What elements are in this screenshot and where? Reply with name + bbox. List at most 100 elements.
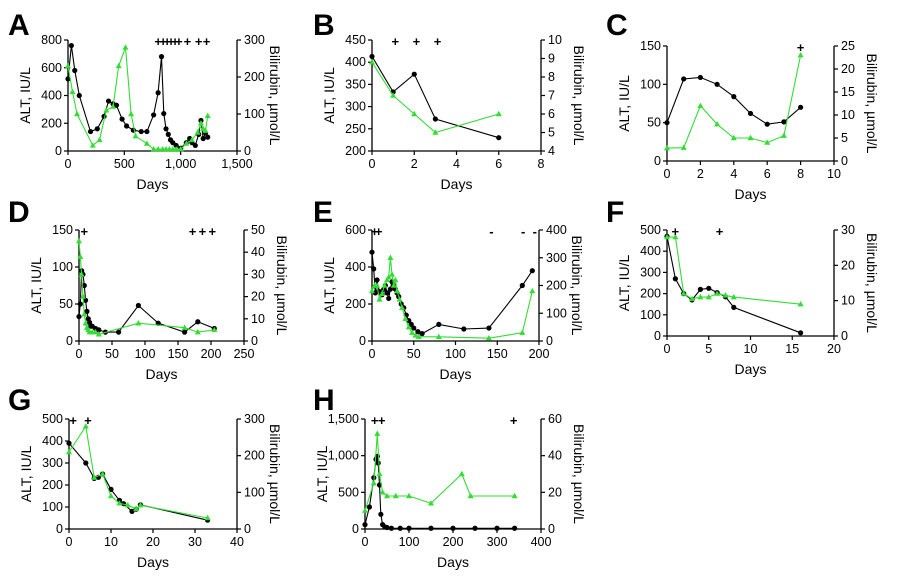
bilirubin-point	[485, 335, 492, 341]
y-tick-label: 200	[640, 287, 661, 301]
bilirubin-point	[369, 287, 375, 294]
y2-tick-label: 0	[244, 522, 251, 536]
bilirubin-point	[204, 514, 211, 521]
alt-point	[731, 94, 737, 100]
y-tick-label: 0	[352, 522, 359, 536]
bilirubin-point	[519, 329, 526, 335]
y2-tick-label: 25	[841, 39, 855, 53]
alt-point	[76, 92, 82, 99]
bilirubin-point	[389, 271, 396, 277]
bilirubin-point	[374, 430, 381, 436]
bilirubin-point	[747, 134, 754, 141]
alt-point	[94, 126, 100, 132]
alt-point	[388, 525, 394, 531]
y2-axis-label: Bilirubin, µmol/L	[571, 46, 587, 146]
y-axis-label: ALT, IU/L	[314, 446, 330, 503]
y2-tick-label: 20	[841, 62, 855, 76]
alt-point	[72, 67, 78, 74]
alt-point	[386, 295, 392, 302]
y2-tick-label: 30	[251, 267, 265, 281]
alt-point	[798, 330, 804, 336]
alt-point	[123, 123, 130, 129]
x-tick-label: 200	[201, 347, 222, 361]
bilirubin-point	[714, 290, 721, 296]
sign-marker: +	[209, 224, 217, 239]
bilirubin-point	[394, 287, 401, 294]
sign-marker: +	[391, 34, 399, 49]
sign-marker: +	[175, 34, 183, 49]
x-tick-label: 50	[407, 347, 421, 361]
x-tick-label: 20	[146, 535, 160, 549]
y-tick-label: 400	[42, 434, 63, 448]
alt-point	[158, 54, 165, 60]
bilirubin-point	[467, 492, 474, 499]
alt-point	[195, 319, 201, 325]
y2-tick-label: 100	[244, 485, 265, 499]
panel-d: D0 50 100 150 200 25005010015001020304050Days…	[8, 196, 290, 382]
y-axis-label: ALT, IU/L	[18, 446, 34, 503]
panel-b: B 0 2 4 6 8 200 250 300 350 400 450 4 5 6 7 8 9 10 Days ALT,…	[313, 9, 587, 192]
bilirubin-point	[99, 470, 106, 477]
y2-tick-label: 300	[244, 33, 265, 47]
x-tick-label: 50	[105, 347, 119, 361]
bilirubin-point	[181, 324, 188, 330]
bilirubin-point	[399, 304, 406, 310]
alt-point	[163, 126, 169, 132]
y2-tick-label: 20	[548, 485, 562, 499]
bilirubin-line	[364, 433, 515, 511]
alt-point	[81, 282, 87, 289]
sign-marker: +	[510, 413, 518, 428]
panel-g: G0 10 20 30 4001002003004005000100200300Days…	[8, 384, 283, 570]
alt-point	[369, 53, 375, 60]
y2-tick-label: 100	[244, 107, 265, 121]
alt-point	[371, 266, 377, 272]
x-tick-label: 0	[664, 342, 671, 356]
y-axis-label: ALT, IU/L	[321, 67, 337, 124]
bilirubin-point	[150, 145, 157, 152]
bilirubin-point	[379, 489, 386, 495]
bilirubin-point	[66, 448, 72, 455]
alt-point	[406, 525, 412, 531]
y2-tick-label: 9	[548, 52, 555, 66]
alt-point	[747, 110, 754, 117]
alt-point	[144, 128, 150, 135]
alt-line	[666, 236, 801, 334]
sign-marker: +	[672, 224, 680, 239]
alt-point	[96, 327, 102, 333]
alt-point	[511, 525, 518, 531]
bilirubin-point	[529, 287, 536, 294]
alt-point	[387, 286, 393, 292]
bilirubin-point	[680, 144, 687, 150]
y-tick-label: 200	[41, 116, 62, 130]
x-tick-label: 0	[65, 157, 72, 171]
y2-axis-label: Bilirubin, µmol/L	[267, 46, 283, 146]
x-tick-label: 400	[531, 535, 552, 549]
sign-marker: +	[378, 413, 386, 428]
alt-point	[781, 119, 787, 125]
alt-point	[83, 460, 89, 466]
bilirubin-point	[672, 233, 679, 240]
sign-marker: +	[80, 224, 88, 239]
x-axis-label: Days	[137, 176, 169, 192]
x-tick-label: 15	[785, 342, 799, 356]
sign-marker: +	[189, 224, 197, 239]
y-axis-label: ALT, IU/L	[321, 257, 337, 314]
alt-point	[155, 90, 161, 96]
bilirubin-point	[132, 133, 139, 139]
sign-marker: +	[203, 34, 211, 49]
bilirubin-point	[103, 107, 110, 113]
y2-tick-label: 4	[548, 144, 555, 158]
y2-tick-label: 30	[841, 223, 855, 237]
alt-point	[419, 331, 425, 337]
panel-label: H	[313, 384, 335, 417]
bilirubin-point	[392, 492, 399, 499]
alt-point	[681, 76, 687, 82]
y2-axis-label: Bilirubin, µmol/L	[571, 424, 587, 524]
bilirubin-line	[78, 241, 215, 335]
x-axis-label: Days	[735, 361, 767, 377]
bilirubin-point	[689, 295, 696, 302]
bilirubin-point	[194, 328, 201, 335]
x-tick-label: 100	[135, 347, 156, 361]
bilirubin-point	[211, 326, 218, 333]
